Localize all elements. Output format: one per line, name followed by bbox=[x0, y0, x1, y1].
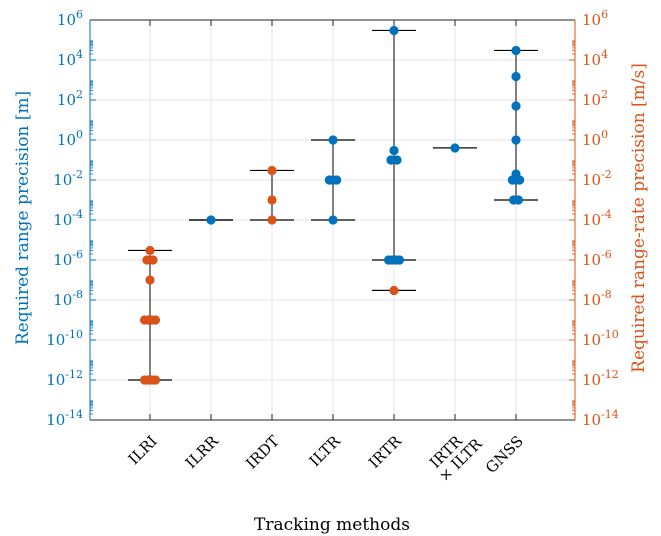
right-y-tick-label: 10-10 bbox=[582, 328, 619, 349]
range-rate-point bbox=[145, 245, 155, 256]
left-y-tick-label: 10-10 bbox=[46, 328, 83, 349]
left-y-axis-title: Required range precision [m] bbox=[13, 91, 33, 345]
range-point bbox=[511, 135, 521, 145]
x-tick-label: IRTR× ILTR bbox=[424, 423, 486, 485]
x-tick-label: ILRR bbox=[182, 432, 222, 472]
right-y-tick-label: 10-8 bbox=[582, 288, 612, 309]
range-point bbox=[511, 71, 521, 82]
right-y-tick-label: 10-4 bbox=[582, 208, 612, 229]
x-tick-label: GNSS bbox=[482, 432, 527, 477]
left-y-tick-label: 10-14 bbox=[46, 408, 83, 429]
range-point bbox=[394, 255, 405, 265]
right-y-tick-label: 10-6 bbox=[582, 248, 612, 269]
x-tick-label: IRTR bbox=[365, 432, 405, 472]
range-point bbox=[450, 143, 460, 153]
right-y-axis-title: Required range-rate precision [m/s] bbox=[629, 63, 649, 373]
range-rate-point bbox=[145, 275, 155, 285]
axes bbox=[89, 19, 576, 421]
range-point bbox=[206, 215, 216, 225]
range-rate-point bbox=[389, 285, 399, 296]
range-point bbox=[511, 169, 521, 179]
range-rate-point bbox=[148, 255, 158, 265]
range-rate-point bbox=[267, 165, 277, 176]
left-y-tick-label: 106 bbox=[57, 8, 83, 29]
data-points bbox=[139, 25, 525, 385]
right-y-tick-label: 10-2 bbox=[582, 168, 612, 189]
left-y-tick-label: 10-4 bbox=[53, 208, 83, 229]
left-y-tick-label: 10-6 bbox=[53, 248, 83, 269]
x-axis-title: Tracking methods bbox=[254, 515, 410, 535]
range-rate-point bbox=[267, 215, 277, 225]
range-point bbox=[392, 155, 402, 165]
range-point bbox=[511, 101, 521, 111]
left-y-tick-label: 104 bbox=[57, 48, 83, 69]
range-rate-point bbox=[150, 315, 161, 325]
right-y-tick-label: 10-14 bbox=[582, 408, 619, 429]
range-rate-point bbox=[150, 375, 161, 385]
range-point bbox=[389, 145, 399, 156]
right-y-tick-label: 104 bbox=[582, 48, 608, 69]
range-point bbox=[513, 195, 524, 205]
right-y-tick-label: 10-12 bbox=[582, 368, 619, 389]
range-point bbox=[328, 135, 338, 145]
right-y-tick-label: 102 bbox=[582, 88, 608, 109]
left-y-tick-label: 100 bbox=[57, 128, 83, 149]
right-y-tick-label: 100 bbox=[582, 128, 608, 149]
left-y-tick-label: 10-8 bbox=[53, 288, 83, 309]
range-point bbox=[332, 175, 342, 185]
range-rate-point bbox=[267, 195, 277, 205]
left-y-tick-label: 10-2 bbox=[53, 168, 83, 189]
x-tick-label: ILRI bbox=[125, 432, 161, 468]
range-point bbox=[389, 25, 399, 36]
right-y-tick-label: 106 bbox=[582, 8, 608, 29]
x-tick-label: ILTR bbox=[306, 432, 345, 471]
left-y-tick-label: 10-12 bbox=[46, 368, 83, 389]
range-point bbox=[328, 215, 338, 225]
x-tick-label: IRDT bbox=[242, 432, 282, 472]
left-y-tick-label: 102 bbox=[57, 88, 83, 109]
range-point bbox=[511, 45, 521, 56]
